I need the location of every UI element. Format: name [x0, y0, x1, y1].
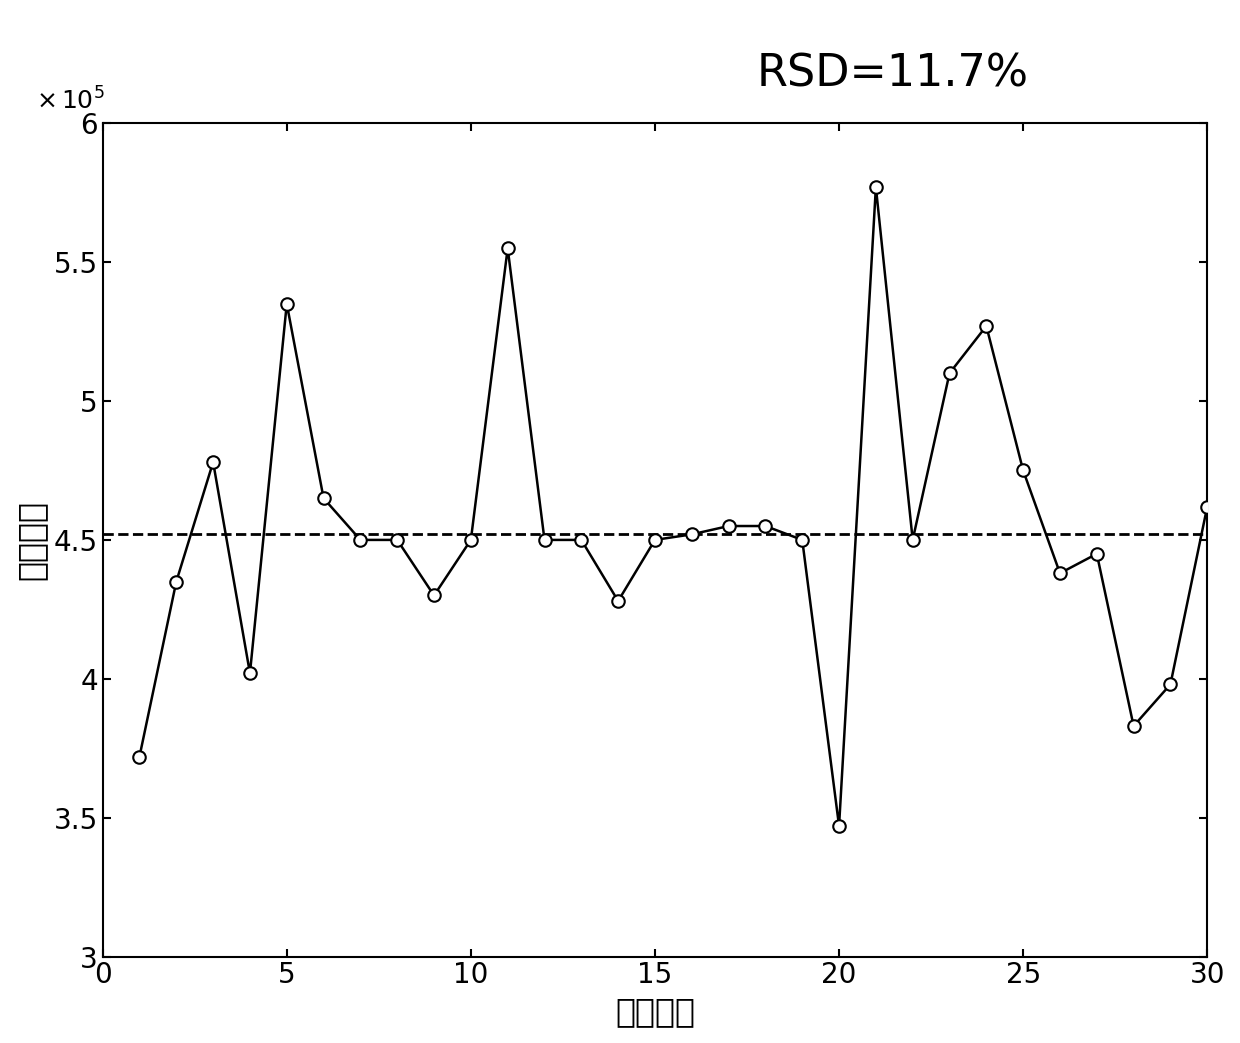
Y-axis label: 谱线强度: 谱线强度: [15, 500, 48, 580]
Text: RSD=11.7%: RSD=11.7%: [756, 52, 1029, 95]
X-axis label: 实验次数: 实验次数: [615, 995, 694, 1028]
Text: $\times\,10^5$: $\times\,10^5$: [36, 88, 105, 115]
